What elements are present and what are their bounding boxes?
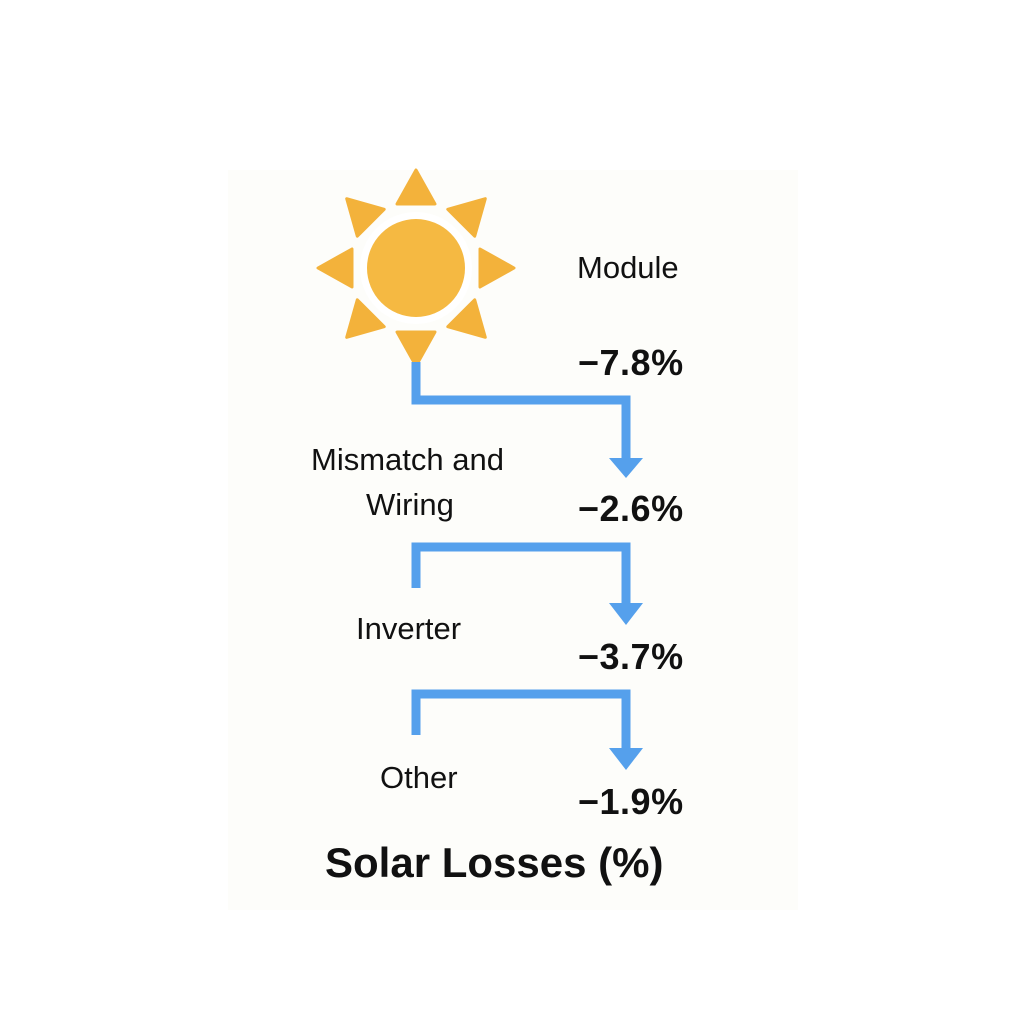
flow-arrow-1	[411, 362, 643, 478]
stage-value-inverter: −3.7%	[578, 636, 684, 677]
sun-ray	[316, 247, 354, 289]
flow-connector	[411, 689, 631, 750]
sun-ray	[478, 247, 516, 289]
flow-arrow-2	[411, 542, 643, 625]
sun-ray	[395, 330, 437, 368]
stage-label-other: Other	[380, 760, 458, 795]
flow-connector	[411, 542, 631, 605]
diagram-panel	[228, 170, 798, 910]
sun-ray	[446, 197, 487, 238]
flow-arrow-3	[411, 689, 643, 770]
arrow-down-icon	[609, 748, 643, 770]
stage-value-mismatch: −2.6%	[578, 488, 684, 529]
stage-label-mismatch-line2: Wiring	[366, 487, 454, 522]
sun-ray	[345, 197, 386, 238]
stage-label-mismatch-line1: Mismatch and	[311, 442, 504, 477]
sun-icon	[316, 168, 516, 368]
arrow-down-icon	[609, 458, 643, 478]
sun-ray	[395, 168, 437, 206]
stage-label-module: Module	[577, 250, 679, 285]
sun-ray	[345, 298, 386, 339]
flow-connector	[411, 362, 631, 460]
sun-core	[367, 219, 465, 317]
arrow-down-icon	[609, 603, 643, 625]
sun-ray	[446, 298, 487, 339]
stage-value-other: −1.9%	[578, 781, 684, 822]
stage-label-inverter: Inverter	[356, 611, 462, 646]
diagram-title: Solar Losses (%)	[325, 839, 664, 886]
stage-value-module: −7.8%	[578, 342, 684, 383]
